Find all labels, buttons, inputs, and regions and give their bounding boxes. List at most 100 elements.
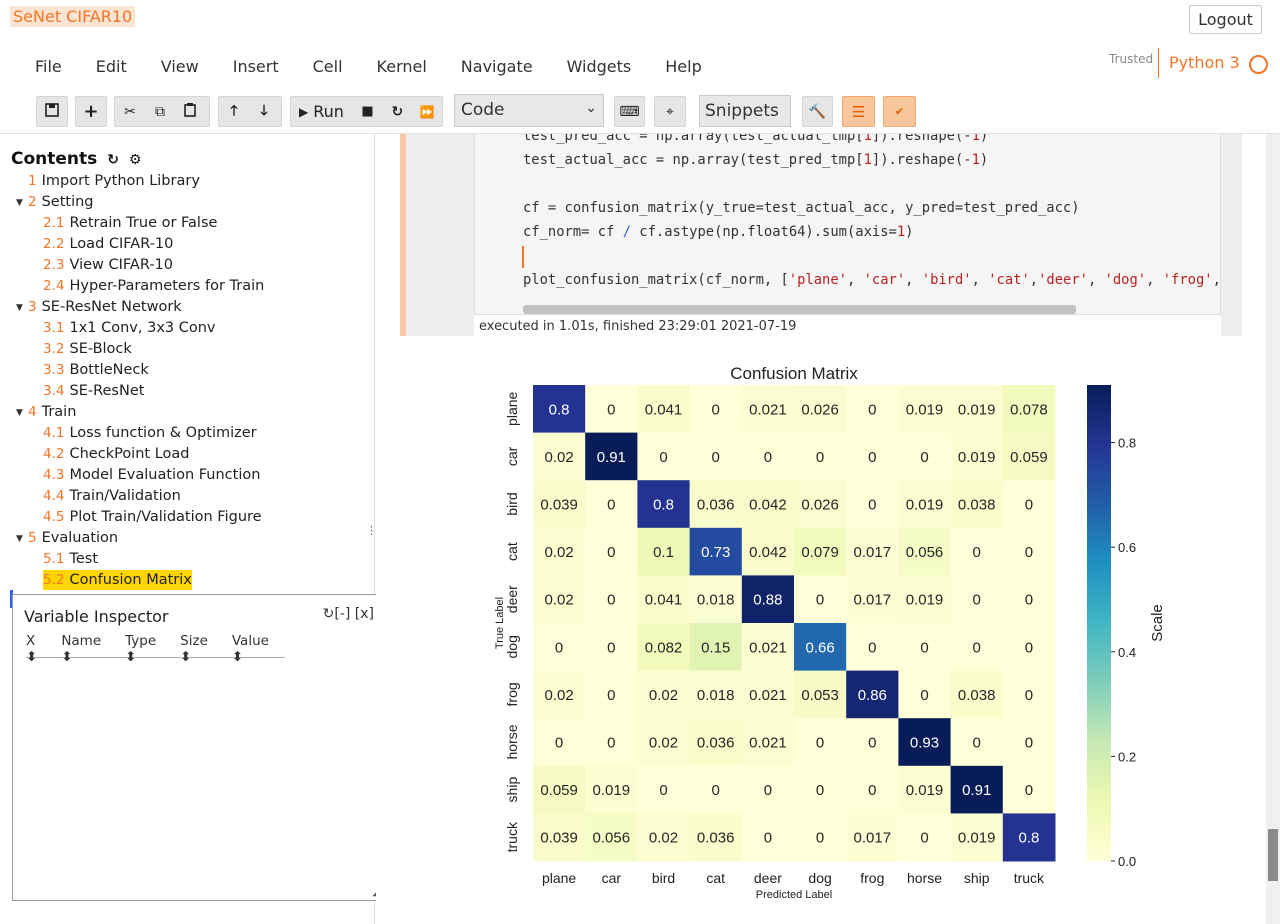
heatmap-cell [689, 623, 743, 672]
cell-value-label: 0.66 [805, 639, 834, 656]
heatmap-cell [585, 480, 638, 529]
cell-value-label: 0.026 [801, 497, 839, 514]
colorbar-label: Scale [1149, 604, 1166, 642]
menu-file[interactable]: File [35, 57, 62, 76]
toc-item[interactable]: 2.3 View CIFAR-10 [43, 255, 173, 275]
stop-icon[interactable]: ■ [361, 104, 374, 119]
logout-button[interactable]: Logout [1189, 5, 1262, 34]
cell-value-label: 0 [607, 544, 615, 561]
toc-item[interactable]: 5.1 Test [43, 549, 98, 569]
cell-value-label: 0 [1025, 735, 1033, 752]
toc-item[interactable]: 3.3 BottleNeck [43, 360, 149, 380]
menu-navigate[interactable]: Navigate [460, 57, 533, 76]
cell-value-label: 0 [920, 687, 928, 704]
insert-cell-button[interactable]: + [75, 96, 107, 127]
cell-value-label: 0.02 [544, 687, 573, 704]
toc-item[interactable]: ▼ 4 Train [16, 402, 76, 422]
menu-view[interactable]: View [160, 57, 199, 76]
arrow-up-icon[interactable]: 🡑 [230, 102, 238, 119]
heatmap-cell [585, 623, 638, 672]
code-horizontal-scrollbar[interactable] [523, 305, 1076, 314]
toc-item[interactable]: 2.1 Retrain True or False [43, 213, 217, 233]
heatmap-cell [846, 385, 899, 434]
refresh-icon[interactable]: ↻ [107, 152, 119, 168]
heatmap-cell [794, 432, 847, 481]
toc-item[interactable]: 2.4 Hyper-Parameters for Train [43, 276, 264, 296]
toc-toggle-button[interactable]: ☰ [842, 96, 875, 127]
trusted-indicator[interactable]: Trusted [1109, 52, 1154, 66]
command-palette-button[interactable]: ⌨ [614, 96, 645, 127]
page-scrollbar-thumb[interactable] [1268, 829, 1278, 881]
copy-icon[interactable]: ⧉ [155, 103, 165, 120]
toc-item[interactable]: 4.1 Loss function & Optimizer [43, 423, 257, 443]
toc-item[interactable]: 3.1 1x1 Conv, 3x3 Conv [43, 318, 216, 338]
run-button[interactable]: ▶ Run [291, 102, 353, 121]
column-value[interactable]: Value ⬍ [231, 633, 269, 665]
menu-insert[interactable]: Insert [232, 57, 279, 76]
code-editor[interactable]: test_pred_acc = np.array(test_actual_tmp… [474, 134, 1221, 314]
toc-item[interactable]: 4.5 Plot Train/Validation Figure [43, 507, 262, 527]
cell-value-label: 0.8 [653, 497, 674, 514]
cell-type-select[interactable]: Code ⌄ [454, 94, 604, 127]
toc-item[interactable]: 4.4 Train/Validation [43, 486, 181, 506]
toc-item[interactable]: 5.2 Confusion Matrix [43, 570, 192, 590]
cut-icon[interactable]: ✂ [124, 103, 136, 120]
collapse-arrow-icon[interactable]: ▼ [16, 408, 23, 418]
toc-item[interactable]: 4.2 CheckPoint Load [43, 444, 190, 464]
page-scrollbar[interactable] [1266, 134, 1280, 924]
cell-value-label: 0 [868, 449, 876, 466]
column-size[interactable]: Size ⬍ [180, 633, 208, 665]
toc-item[interactable]: 3.2 SE-Block [43, 339, 132, 359]
chevron-down-icon: ⌄ [585, 100, 597, 116]
move-cell-group: 🡑 🡓 [218, 96, 282, 127]
paste-icon[interactable] [175, 102, 205, 121]
resize-handle-icon[interactable]: ⋮ [366, 524, 377, 537]
toc-item[interactable]: ▼ 3 SE-ResNet Network [16, 297, 182, 317]
fast-forward-icon[interactable]: ⏩ [419, 104, 435, 119]
run-icon: ▶ [299, 104, 309, 119]
menu-kernel[interactable]: Kernel [376, 57, 427, 76]
column-type[interactable]: Type ⬍ [125, 633, 157, 665]
kernel-name[interactable]: Python 3 [1169, 53, 1240, 72]
toc-item[interactable]: ▼ 5 Evaluation [16, 528, 119, 548]
toc-item[interactable]: 4.3 Model Evaluation Function [43, 465, 260, 485]
column-name[interactable]: Name ⬍ [61, 633, 102, 665]
colorbar-tick-label: 0.0 [1118, 854, 1136, 869]
toc-item-label: Evaluation [41, 530, 119, 546]
cell-value-label: 0 [607, 735, 615, 752]
collapse-arrow-icon[interactable]: ▼ [16, 198, 23, 208]
snippets-dropdown[interactable]: Snippets ⌄ [699, 95, 791, 140]
toc-item[interactable]: 2.2 Load CIFAR-10 [43, 234, 173, 254]
toc-item[interactable]: 3.4 SE-ResNet [43, 381, 144, 401]
toc-item-number: 2.1 [43, 215, 65, 231]
restart-icon[interactable]: ↻ [391, 103, 404, 120]
menu-edit[interactable]: Edit [95, 57, 127, 76]
arrow-down-icon[interactable]: 🡓 [260, 102, 268, 119]
toc-item[interactable]: ▼ 2 Setting [16, 192, 94, 212]
cell-value-label: 0.019 [906, 497, 944, 514]
notebook-header: SeNet CIFAR10 Logout File Edit View Inse… [0, 0, 1280, 140]
notebook-title[interactable]: SeNet CIFAR10 [10, 6, 136, 27]
cell-value-label: 0.019 [958, 449, 996, 466]
heatmap-cell [898, 718, 952, 767]
cell-value-label: 0.078 [1010, 401, 1048, 418]
collapse-arrow-icon[interactable]: ▼ [16, 303, 23, 313]
text-cursor [522, 246, 524, 268]
navigate-button[interactable]: ⌖ [654, 96, 686, 127]
collapse-arrow-icon[interactable]: ▼ [16, 534, 23, 544]
menu-widgets[interactable]: Widgets [566, 57, 632, 76]
column-x[interactable]: X ⬍ [26, 633, 38, 665]
cell-value-label: 0.036 [697, 830, 735, 847]
menu-help[interactable]: Help [665, 57, 702, 76]
heatmap-cell [741, 480, 795, 529]
hammer-button[interactable]: 🔨 [802, 96, 833, 127]
heatmap-cell [950, 575, 1004, 624]
heatmap-cell [1002, 623, 1056, 672]
menu-cell[interactable]: Cell [312, 57, 343, 76]
gear-icon[interactable]: ⚙ [128, 152, 142, 168]
save-button[interactable] [36, 96, 68, 127]
toc-item[interactable]: 1 Import Python Library [28, 171, 200, 191]
spellcheck-button[interactable]: ✔ [883, 96, 916, 127]
variable-inspector-controls[interactable]: ↻[-] [x] [322, 606, 374, 622]
execution-info: executed in 1.01s, finished 23:29:01 202… [474, 314, 1221, 336]
